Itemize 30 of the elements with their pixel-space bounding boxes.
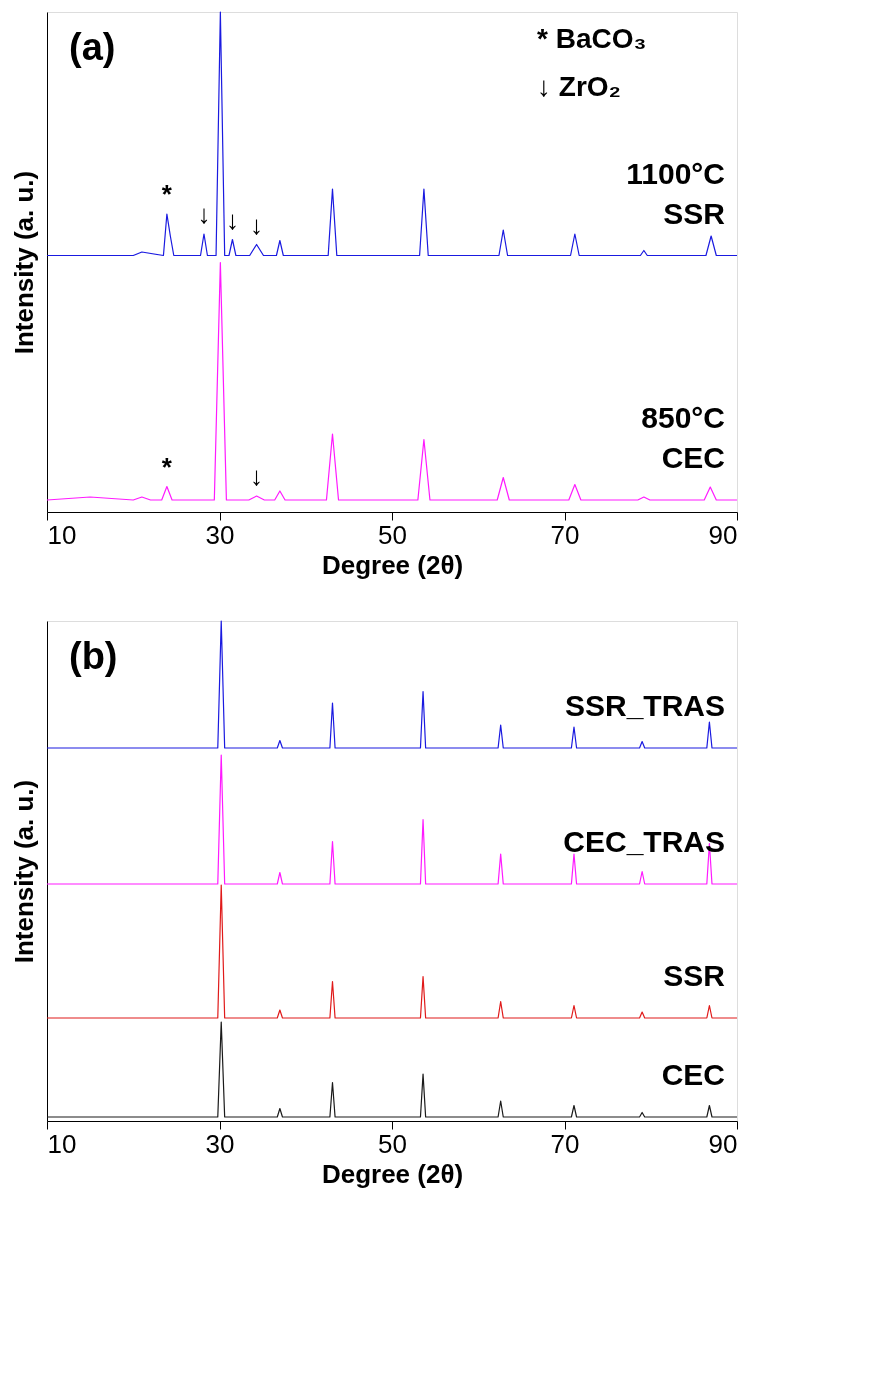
x-tick-label: 30 — [205, 1128, 235, 1159]
series-label: CEC — [661, 1058, 725, 1091]
x-axis-title: Degree (2θ) — [321, 549, 464, 580]
y-axis-title: Intensity (a. u.) — [8, 779, 39, 964]
annotation: * — [161, 179, 173, 209]
x-tick-label: 10 — [47, 519, 77, 550]
x-axis-title: Degree (2θ) — [321, 1158, 464, 1189]
series-label: 850°C CEC — [641, 401, 725, 474]
annotation: ↓ — [250, 209, 264, 240]
chart-title: (b) — [69, 635, 118, 677]
series-label: CEC_TRAS — [563, 825, 725, 858]
annotation: ↓ — [250, 461, 264, 491]
y-axis-title: Intensity (a. u.) — [8, 170, 39, 355]
chart-title: (a) — [69, 26, 116, 68]
x-tick-label: 90 — [708, 519, 738, 550]
annotation: * — [161, 451, 173, 482]
x-tick-label: 90 — [708, 1128, 738, 1159]
annotation: ↓ ZrO₂ — [537, 71, 621, 102]
x-tick-label: 50 — [378, 519, 407, 550]
series-label: SSR — [663, 959, 726, 992]
x-tick-label: 10 — [47, 1128, 77, 1159]
x-tick-label: 70 — [550, 1128, 580, 1159]
series-label: SSR_TRAS — [564, 689, 725, 722]
x-tick-label: 50 — [378, 1128, 407, 1159]
annotation: ↓ — [197, 199, 211, 229]
x-tick-label: 70 — [550, 519, 580, 550]
annotation: * BaCO₃ — [537, 23, 647, 54]
series-label: 1100°C SSR — [626, 156, 726, 230]
annotation: ↓ — [225, 204, 239, 235]
x-tick-label: 30 — [205, 519, 235, 550]
